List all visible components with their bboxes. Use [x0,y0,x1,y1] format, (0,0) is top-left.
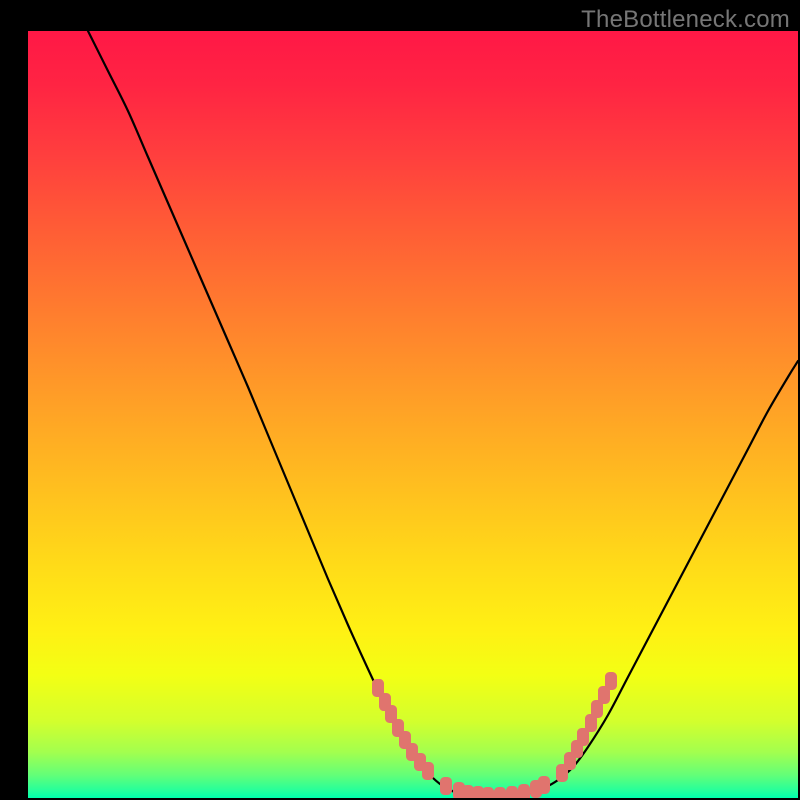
marker-point [539,777,550,794]
plot-svg [28,31,798,798]
marker-point [483,788,494,799]
marker-point [606,673,617,690]
plot-area [28,31,798,798]
marker-point [441,778,452,795]
marker-point [463,786,474,799]
marker-point [507,787,518,799]
marker-point [423,763,434,780]
watermark-text: TheBottleneck.com [581,6,790,34]
marker-point [519,785,530,799]
marker-point [495,788,506,799]
marker-point [473,787,484,799]
